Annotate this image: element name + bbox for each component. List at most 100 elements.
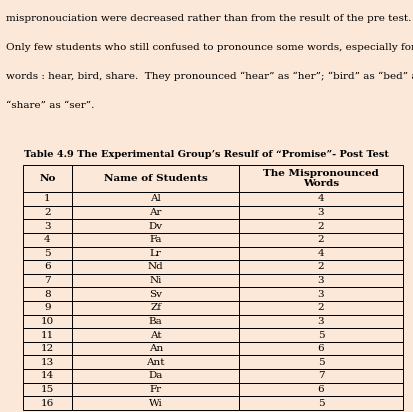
- Bar: [72, 383, 239, 396]
- Text: 4: 4: [318, 194, 324, 204]
- Text: 3: 3: [44, 222, 51, 231]
- Bar: [239, 301, 403, 315]
- Text: 4: 4: [44, 235, 51, 244]
- Text: “share” as “ser”.: “share” as “ser”.: [6, 101, 95, 110]
- Text: 4: 4: [318, 249, 324, 258]
- Bar: [239, 192, 403, 206]
- Text: Ant: Ant: [147, 358, 165, 367]
- Text: 2: 2: [318, 303, 324, 312]
- Bar: [23, 288, 72, 301]
- Bar: [23, 233, 72, 246]
- Bar: [72, 260, 239, 274]
- Text: 1: 1: [44, 194, 51, 204]
- Text: 2: 2: [318, 262, 324, 272]
- Text: Only few students who still confused to pronounce some words, especially for the: Only few students who still confused to …: [6, 43, 413, 52]
- Bar: [239, 328, 403, 342]
- Text: Name of Students: Name of Students: [104, 174, 208, 183]
- Bar: [239, 206, 403, 219]
- Bar: [239, 219, 403, 233]
- Text: 8: 8: [44, 290, 51, 299]
- Bar: [72, 356, 239, 369]
- Bar: [72, 288, 239, 301]
- Text: No: No: [39, 174, 56, 183]
- Bar: [72, 342, 239, 356]
- Bar: [23, 328, 72, 342]
- Text: 5: 5: [318, 330, 324, 339]
- Text: 5: 5: [318, 399, 324, 407]
- Bar: [23, 383, 72, 396]
- Text: Sv: Sv: [149, 290, 162, 299]
- Text: Ba: Ba: [149, 317, 163, 326]
- Text: 3: 3: [318, 317, 324, 326]
- Bar: [23, 342, 72, 356]
- Bar: [72, 315, 239, 328]
- Text: 6: 6: [318, 344, 324, 353]
- Text: Zf: Zf: [150, 303, 161, 312]
- Bar: [239, 274, 403, 288]
- Text: 13: 13: [41, 358, 54, 367]
- Bar: [23, 192, 72, 206]
- Bar: [72, 192, 239, 206]
- Text: 7: 7: [44, 276, 51, 285]
- Text: Da: Da: [149, 371, 163, 380]
- Bar: [23, 260, 72, 274]
- Bar: [239, 246, 403, 260]
- Text: 5: 5: [44, 249, 51, 258]
- Bar: [23, 246, 72, 260]
- Bar: [23, 219, 72, 233]
- Text: The Mispronounced
Words: The Mispronounced Words: [263, 169, 379, 188]
- Text: Al: Al: [150, 194, 161, 204]
- Text: 10: 10: [41, 317, 54, 326]
- Text: 12: 12: [41, 344, 54, 353]
- Text: Nd: Nd: [148, 262, 164, 272]
- Bar: [72, 246, 239, 260]
- Text: Dv: Dv: [149, 222, 163, 231]
- Text: 6: 6: [44, 262, 51, 272]
- Text: words : hear, bird, share.  They pronounced “hear” as “her”; “bird” as “bed” and: words : hear, bird, share. They pronounc…: [6, 72, 413, 82]
- Text: 15: 15: [41, 385, 54, 394]
- Text: 7: 7: [318, 371, 324, 380]
- Bar: [72, 233, 239, 246]
- Bar: [239, 356, 403, 369]
- Bar: [239, 383, 403, 396]
- Bar: [72, 206, 239, 219]
- Text: 2: 2: [318, 235, 324, 244]
- Bar: [239, 342, 403, 356]
- Bar: [23, 274, 72, 288]
- Bar: [239, 396, 403, 410]
- Text: 11: 11: [41, 330, 54, 339]
- Bar: [72, 328, 239, 342]
- Bar: [23, 206, 72, 219]
- Bar: [72, 301, 239, 315]
- Text: 3: 3: [318, 290, 324, 299]
- Text: 9: 9: [44, 303, 51, 312]
- Bar: [72, 274, 239, 288]
- Bar: [239, 369, 403, 383]
- Bar: [72, 396, 239, 410]
- Text: An: An: [149, 344, 163, 353]
- Bar: [239, 165, 403, 192]
- Bar: [23, 165, 72, 192]
- Text: Table 4.9 The Experimental Group’s Resulf of “Promise”- Post Test: Table 4.9 The Experimental Group’s Resul…: [24, 150, 389, 159]
- Text: 6: 6: [318, 385, 324, 394]
- Bar: [239, 260, 403, 274]
- Bar: [23, 396, 72, 410]
- Text: 3: 3: [318, 208, 324, 217]
- Text: mispronouciation were decreased rather than from the result of the pre test.: mispronouciation were decreased rather t…: [6, 14, 412, 23]
- Bar: [239, 315, 403, 328]
- Text: Ar: Ar: [150, 208, 162, 217]
- Text: Lr: Lr: [150, 249, 161, 258]
- Text: 5: 5: [318, 358, 324, 367]
- Bar: [239, 288, 403, 301]
- Text: Fa: Fa: [150, 235, 162, 244]
- Text: At: At: [150, 330, 161, 339]
- Text: Fr: Fr: [150, 385, 162, 394]
- Text: 3: 3: [318, 276, 324, 285]
- Text: 14: 14: [41, 371, 54, 380]
- Text: Wi: Wi: [149, 399, 163, 407]
- Bar: [72, 369, 239, 383]
- Text: 2: 2: [44, 208, 51, 217]
- Text: 2: 2: [318, 222, 324, 231]
- Bar: [72, 219, 239, 233]
- Bar: [23, 356, 72, 369]
